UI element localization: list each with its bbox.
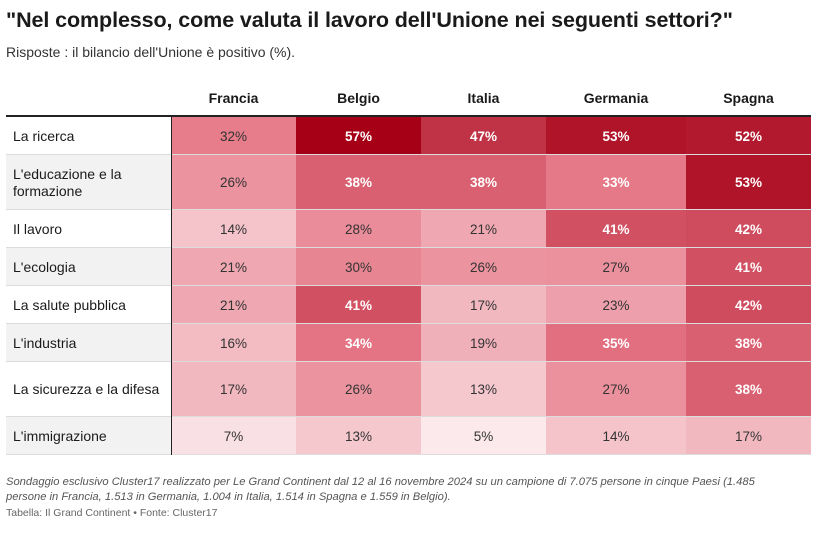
row-label: La sicurezza e la difesa (13, 381, 160, 397)
row-divider (6, 209, 811, 210)
heatmap-cell: 52% (686, 117, 811, 155)
row-divider (6, 154, 811, 155)
heatmap-cell: 5% (421, 417, 546, 455)
heatmap-cell: 38% (686, 362, 811, 417)
heatmap-cell: 42% (686, 286, 811, 324)
column-header-germania: Germania (583, 90, 649, 106)
row-divider (6, 247, 811, 248)
header-divider (6, 115, 811, 117)
row-label: L'immigrazione (13, 427, 107, 444)
row-divider (6, 285, 811, 286)
label-column-divider (171, 116, 172, 455)
row-divider (6, 323, 811, 324)
heatmap-cell: 21% (171, 286, 296, 324)
heatmap-cell: 33% (546, 155, 686, 210)
column-header-italia: Italia (467, 90, 500, 106)
table-row: L'industria 16% 34% 19% 35% 38% (6, 324, 811, 362)
row-label: La salute pubblica (13, 296, 126, 313)
heatmap-cell: 32% (171, 117, 296, 155)
methodology-note: Sondaggio esclusivo Cluster17 realizzato… (6, 476, 755, 503)
table-row: La sicurezza e la difesa 17% 26% 13% 27% 38% (6, 362, 811, 417)
heatmap-cell: 13% (296, 417, 421, 455)
chart-subtitle: Risposte : il bilancio dell'Unione è pos… (6, 44, 296, 60)
table-row: L'ecologia 21% 30% 26% 27% 41% (6, 248, 811, 286)
heatmap-cell: 38% (686, 324, 811, 362)
row-divider (6, 416, 811, 417)
heatmap-cell: 35% (546, 324, 686, 362)
row-label: Il lavoro (13, 220, 63, 237)
heatmap-cell: 16% (171, 324, 296, 362)
table-row: La ricerca 32% 57% 47% 53% 52% (6, 117, 811, 155)
row-divider (6, 454, 811, 455)
row-label: La ricerca (13, 127, 75, 144)
heatmap-cell: 41% (296, 286, 421, 324)
column-header-spagna: Spagna (723, 90, 774, 106)
heatmap-cell: 53% (546, 117, 686, 155)
chart-title: "Nel complesso, come valuta il lavoro de… (6, 8, 733, 32)
heatmap-cell: 38% (296, 155, 421, 210)
heatmap-cell: 26% (296, 362, 421, 417)
heatmap-cell: 30% (296, 248, 421, 286)
heatmap-cell: 17% (421, 286, 546, 324)
row-label: L'ecologia (13, 258, 76, 275)
heatmap-cell: 7% (171, 417, 296, 455)
row-label: L'industria (13, 334, 77, 351)
heatmap-cell: 53% (686, 155, 811, 210)
heatmap-cell: 21% (421, 210, 546, 248)
table-row: L'immigrazione 7% 13% 5% 14% 17% (6, 417, 811, 455)
heatmap-cell: 26% (171, 155, 296, 210)
source-credit: Tabella: Il Grand Continent • Fonte: Clu… (6, 507, 218, 519)
column-header-belgio: Belgio (337, 90, 380, 106)
heatmap-cell: 41% (546, 210, 686, 248)
column-header-francia: Francia (208, 90, 259, 106)
heatmap-cell: 27% (546, 362, 686, 417)
row-divider (6, 361, 811, 362)
table-row: La salute pubblica 21% 41% 17% 23% 42% (6, 286, 811, 324)
heatmap-cell: 42% (686, 210, 811, 248)
heatmap-cell: 27% (546, 248, 686, 286)
heatmap-cell: 17% (686, 417, 811, 455)
table-row: Il lavoro 14% 28% 21% 41% 42% (6, 210, 811, 248)
heatmap-cell: 38% (421, 155, 546, 210)
heatmap-cell: 57% (296, 117, 421, 155)
heatmap-cell: 14% (546, 417, 686, 455)
heatmap-cell: 26% (421, 248, 546, 286)
heatmap-cell: 28% (296, 210, 421, 248)
row-label: L'educazione e la formazione (13, 165, 122, 199)
heatmap-cell: 41% (686, 248, 811, 286)
heatmap-cell: 34% (296, 324, 421, 362)
heatmap-cell: 13% (421, 362, 546, 417)
heatmap-cell: 19% (421, 324, 546, 362)
table-row: L'educazione e la formazione 26% 38% 38% 33%… (6, 155, 811, 210)
heatmap-cell: 23% (546, 286, 686, 324)
heatmap-cell: 21% (171, 248, 296, 286)
heatmap-cell: 47% (421, 117, 546, 155)
heatmap-cell: 17% (171, 362, 296, 417)
heatmap-cell: 14% (171, 210, 296, 248)
